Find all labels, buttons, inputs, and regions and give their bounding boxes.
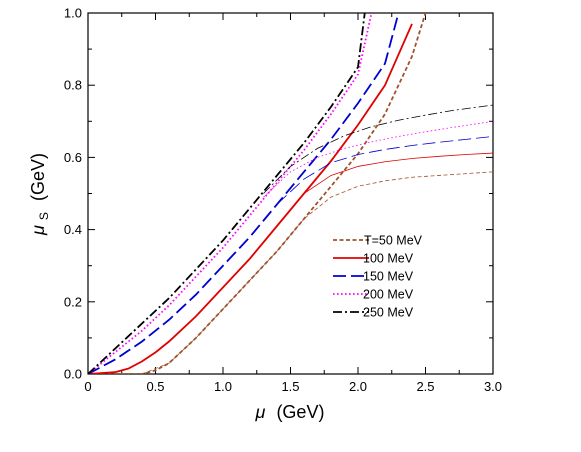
x-tick-label: 3.0 xyxy=(484,379,502,394)
x-tick-label: 0.5 xyxy=(146,379,164,394)
series-line xyxy=(88,13,366,374)
x-tick-label: 2.0 xyxy=(349,379,367,394)
legend-label: 100 MeV xyxy=(363,252,414,266)
legend-label: 200 MeV xyxy=(363,288,414,302)
plot-frame xyxy=(87,12,494,375)
y-tick-label: 0.2 xyxy=(64,294,82,309)
legend-label: T=50 MeV xyxy=(364,234,423,248)
x-axis-title: μ (GeV) xyxy=(255,402,325,422)
y-axis-unit: (GeV) xyxy=(28,153,48,201)
series-line-thin xyxy=(263,120,493,198)
series-line xyxy=(88,13,427,374)
x-tick-label: 1.0 xyxy=(214,379,232,394)
legend-label: 150 MeV xyxy=(363,270,414,284)
series-line-thin xyxy=(276,152,493,227)
y-axis-symbol: μ xyxy=(28,225,48,236)
series-line xyxy=(88,13,400,374)
ticks-layer: 0 0.5 1.0 1.5 2.0 2.5 3.0 0.0 0.2 0.4 0.6 0.8 1.0 xyxy=(64,6,502,395)
legend-label: 250 MeV xyxy=(363,306,414,320)
x-tick-label: 1.5 xyxy=(281,379,299,394)
y-tick-label: 1.0 xyxy=(64,6,82,21)
y-tick-label: 0.6 xyxy=(64,150,82,165)
y-axis-title: μ S (GeV) xyxy=(28,153,52,236)
y-tick-label: 0.0 xyxy=(64,367,82,382)
y-tick-label: 0.8 xyxy=(64,78,82,93)
x-axis-symbol: μ xyxy=(255,402,266,422)
x-axis-unit: (GeV) xyxy=(276,402,324,422)
legend: T=50 MeV 100 MeV 150 MeV 200 MeV 250 MeV xyxy=(333,234,423,320)
y-tick-label: 0.4 xyxy=(64,222,82,237)
x-tick-label: 2.5 xyxy=(416,379,434,394)
series-line xyxy=(88,13,373,374)
y-axis-subscript: S xyxy=(37,212,51,220)
series-line xyxy=(88,23,413,374)
x-tick-label: 0 xyxy=(84,379,91,394)
series-line-thin xyxy=(276,136,493,205)
series-layer xyxy=(88,13,493,374)
